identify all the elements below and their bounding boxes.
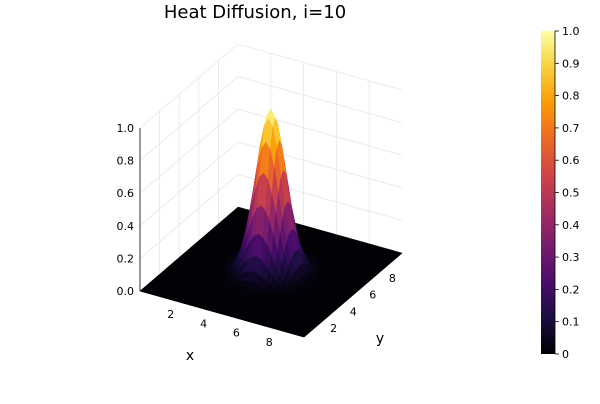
z-tick-label: 0.6 [117, 187, 135, 200]
colorbar: 0 0.1 0.2 0.3 0.4 0.5 0.6 0.7 0.8 0.9 1.0 [541, 25, 580, 361]
x-tick-label: 6 [233, 327, 240, 340]
y-axis-label: y [376, 331, 384, 347]
z-tick-label: 0.8 [117, 155, 135, 168]
colorbar-tick-label: 0.5 [562, 187, 580, 200]
x-tick-label: 2 [167, 308, 174, 321]
colorbar-tick-label: 0.1 [562, 316, 580, 329]
colorbar-tick-label: 0.3 [562, 251, 580, 264]
colorbar-tick-label: 0.8 [562, 90, 580, 103]
colorbar-gradient [541, 31, 555, 354]
colorbar-tick-label: 0.6 [562, 154, 580, 167]
y-tick-label: 6 [369, 289, 376, 302]
chart-title: Heat Diffusion, i=10 [164, 2, 346, 23]
surface [139, 108, 403, 338]
colorbar-tick-label: 0.2 [562, 283, 580, 296]
colorbar-tick-label: 0.9 [562, 57, 580, 70]
surface-cell [299, 333, 307, 338]
z-tick-label: 0.4 [117, 220, 135, 233]
z-tick-label: 0.2 [117, 252, 135, 265]
x-tick-label: 4 [200, 317, 207, 330]
y-tick-label: 8 [389, 272, 396, 285]
y-tick-label: 2 [330, 322, 337, 335]
colorbar-tick-label: 0 [562, 348, 569, 361]
z-tick-label: 1.0 [117, 122, 135, 135]
y-tick-label: 4 [350, 305, 357, 318]
colorbar-tick-label: 1.0 [562, 25, 580, 38]
x-axis-label: x [186, 348, 194, 364]
colorbar-tick-label: 0.4 [562, 219, 580, 232]
colorbar-tick-label: 0.7 [562, 122, 580, 135]
x-tick-label: 8 [266, 336, 273, 349]
z-tick-label: 0.0 [117, 285, 135, 298]
